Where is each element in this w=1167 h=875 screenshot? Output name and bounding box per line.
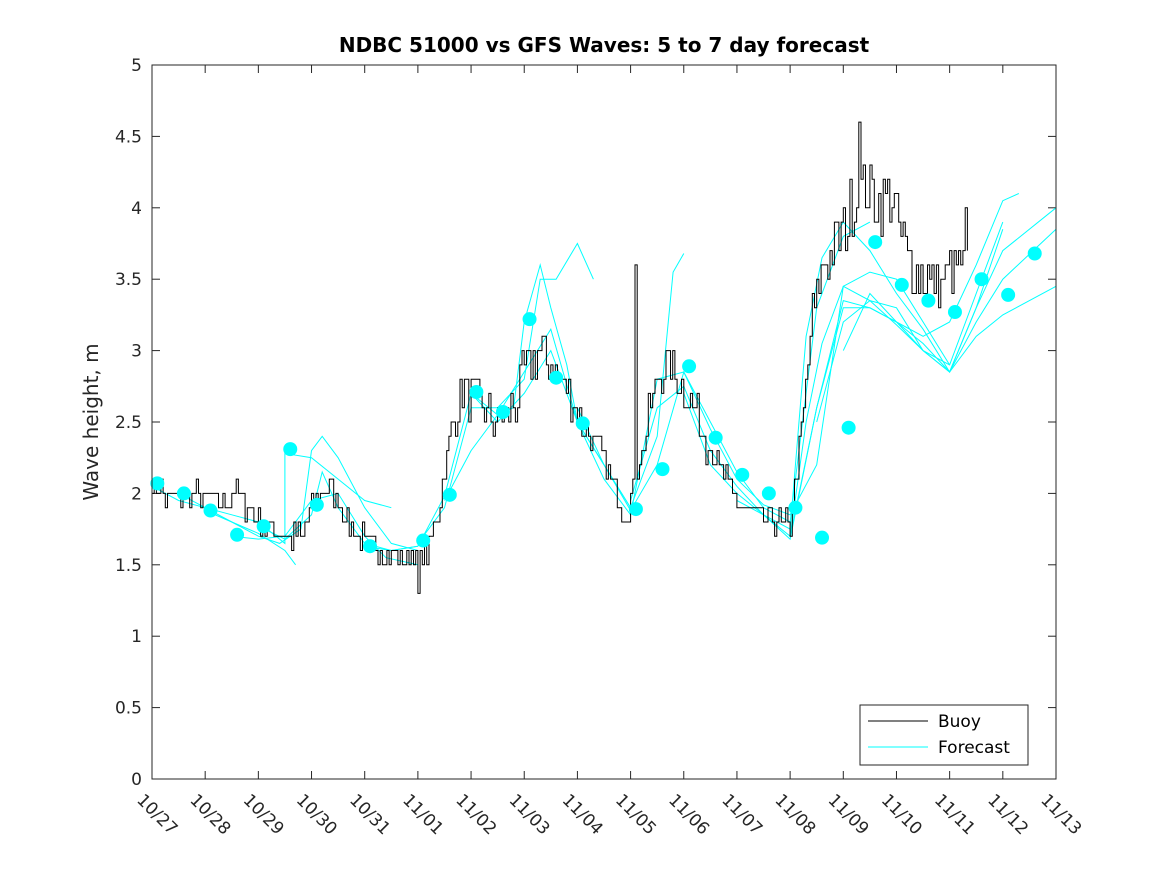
y-tick-label: 2 xyxy=(131,484,142,504)
y-tick-label: 3.5 xyxy=(115,270,142,290)
y-tick-label: 4 xyxy=(131,199,142,219)
forecast-point xyxy=(283,442,298,457)
forecast-point xyxy=(655,462,670,477)
forecast-line-7 xyxy=(417,242,594,544)
forecast-point xyxy=(309,497,324,512)
y-tick-label: 1.5 xyxy=(115,556,142,576)
y-tick-label: 1 xyxy=(131,627,142,647)
forecast-point xyxy=(947,305,962,320)
forecast-point xyxy=(469,385,484,400)
y-tick-label: 0.5 xyxy=(115,699,142,719)
y-tick-label: 3 xyxy=(131,342,142,362)
forecast-point xyxy=(203,503,218,518)
forecast-markers xyxy=(150,235,1042,554)
forecast-point xyxy=(708,430,723,445)
buoy-series xyxy=(152,121,968,594)
forecast-point xyxy=(788,500,803,515)
plot-area xyxy=(152,65,1056,779)
forecast-point xyxy=(442,487,457,502)
forecast-point xyxy=(815,530,830,545)
chart-title: NDBC 51000 vs GFS Waves: 5 to 7 day fore… xyxy=(339,33,870,57)
y-tick-label: 5 xyxy=(131,56,142,76)
y-axis-label: Wave height, m xyxy=(79,343,103,500)
forecast-point xyxy=(1027,246,1042,261)
forecast-point xyxy=(230,527,245,542)
y-axis: 0 0.5 1 1.5 2 2.5 3 3.5 4 4.5 5 xyxy=(115,56,1056,790)
forecast-line-10 xyxy=(576,271,951,516)
buoy-line xyxy=(152,121,968,594)
forecast-point xyxy=(735,467,750,482)
forecast-point xyxy=(176,486,191,501)
forecast-point xyxy=(549,370,564,385)
forecast-point xyxy=(575,416,590,431)
forecast-line-16 xyxy=(842,285,1057,373)
forecast-point xyxy=(894,277,909,292)
y-tick-label: 4.5 xyxy=(115,127,142,147)
y-tick-label: 0 xyxy=(131,770,142,790)
forecast-point xyxy=(921,293,936,308)
legend: Buoy Forecast xyxy=(859,704,1029,766)
forecast-point xyxy=(974,272,989,287)
forecast-point xyxy=(256,519,271,534)
plot-frame xyxy=(151,64,1057,780)
forecast-line-1 xyxy=(151,452,392,545)
legend-buoy-label: Buoy xyxy=(938,712,981,732)
forecast-point xyxy=(495,405,510,420)
forecast-point xyxy=(868,235,883,250)
forecast-point xyxy=(841,420,856,435)
forecast-point xyxy=(522,312,537,327)
forecast-point xyxy=(682,359,697,374)
forecast-line-3 xyxy=(205,435,419,551)
forecast-point xyxy=(363,539,378,554)
forecast-point xyxy=(1001,287,1016,302)
forecast-point xyxy=(761,486,776,501)
forecast-point xyxy=(416,533,431,548)
y-tick-label: 2.5 xyxy=(115,413,142,433)
forecast-line-14 xyxy=(789,207,1057,537)
legend-forecast-label: Forecast xyxy=(938,738,1010,758)
forecast-line-12 xyxy=(683,221,1004,538)
forecast-point xyxy=(628,502,643,517)
legend-box xyxy=(859,704,1029,766)
forecast-point xyxy=(150,476,165,491)
